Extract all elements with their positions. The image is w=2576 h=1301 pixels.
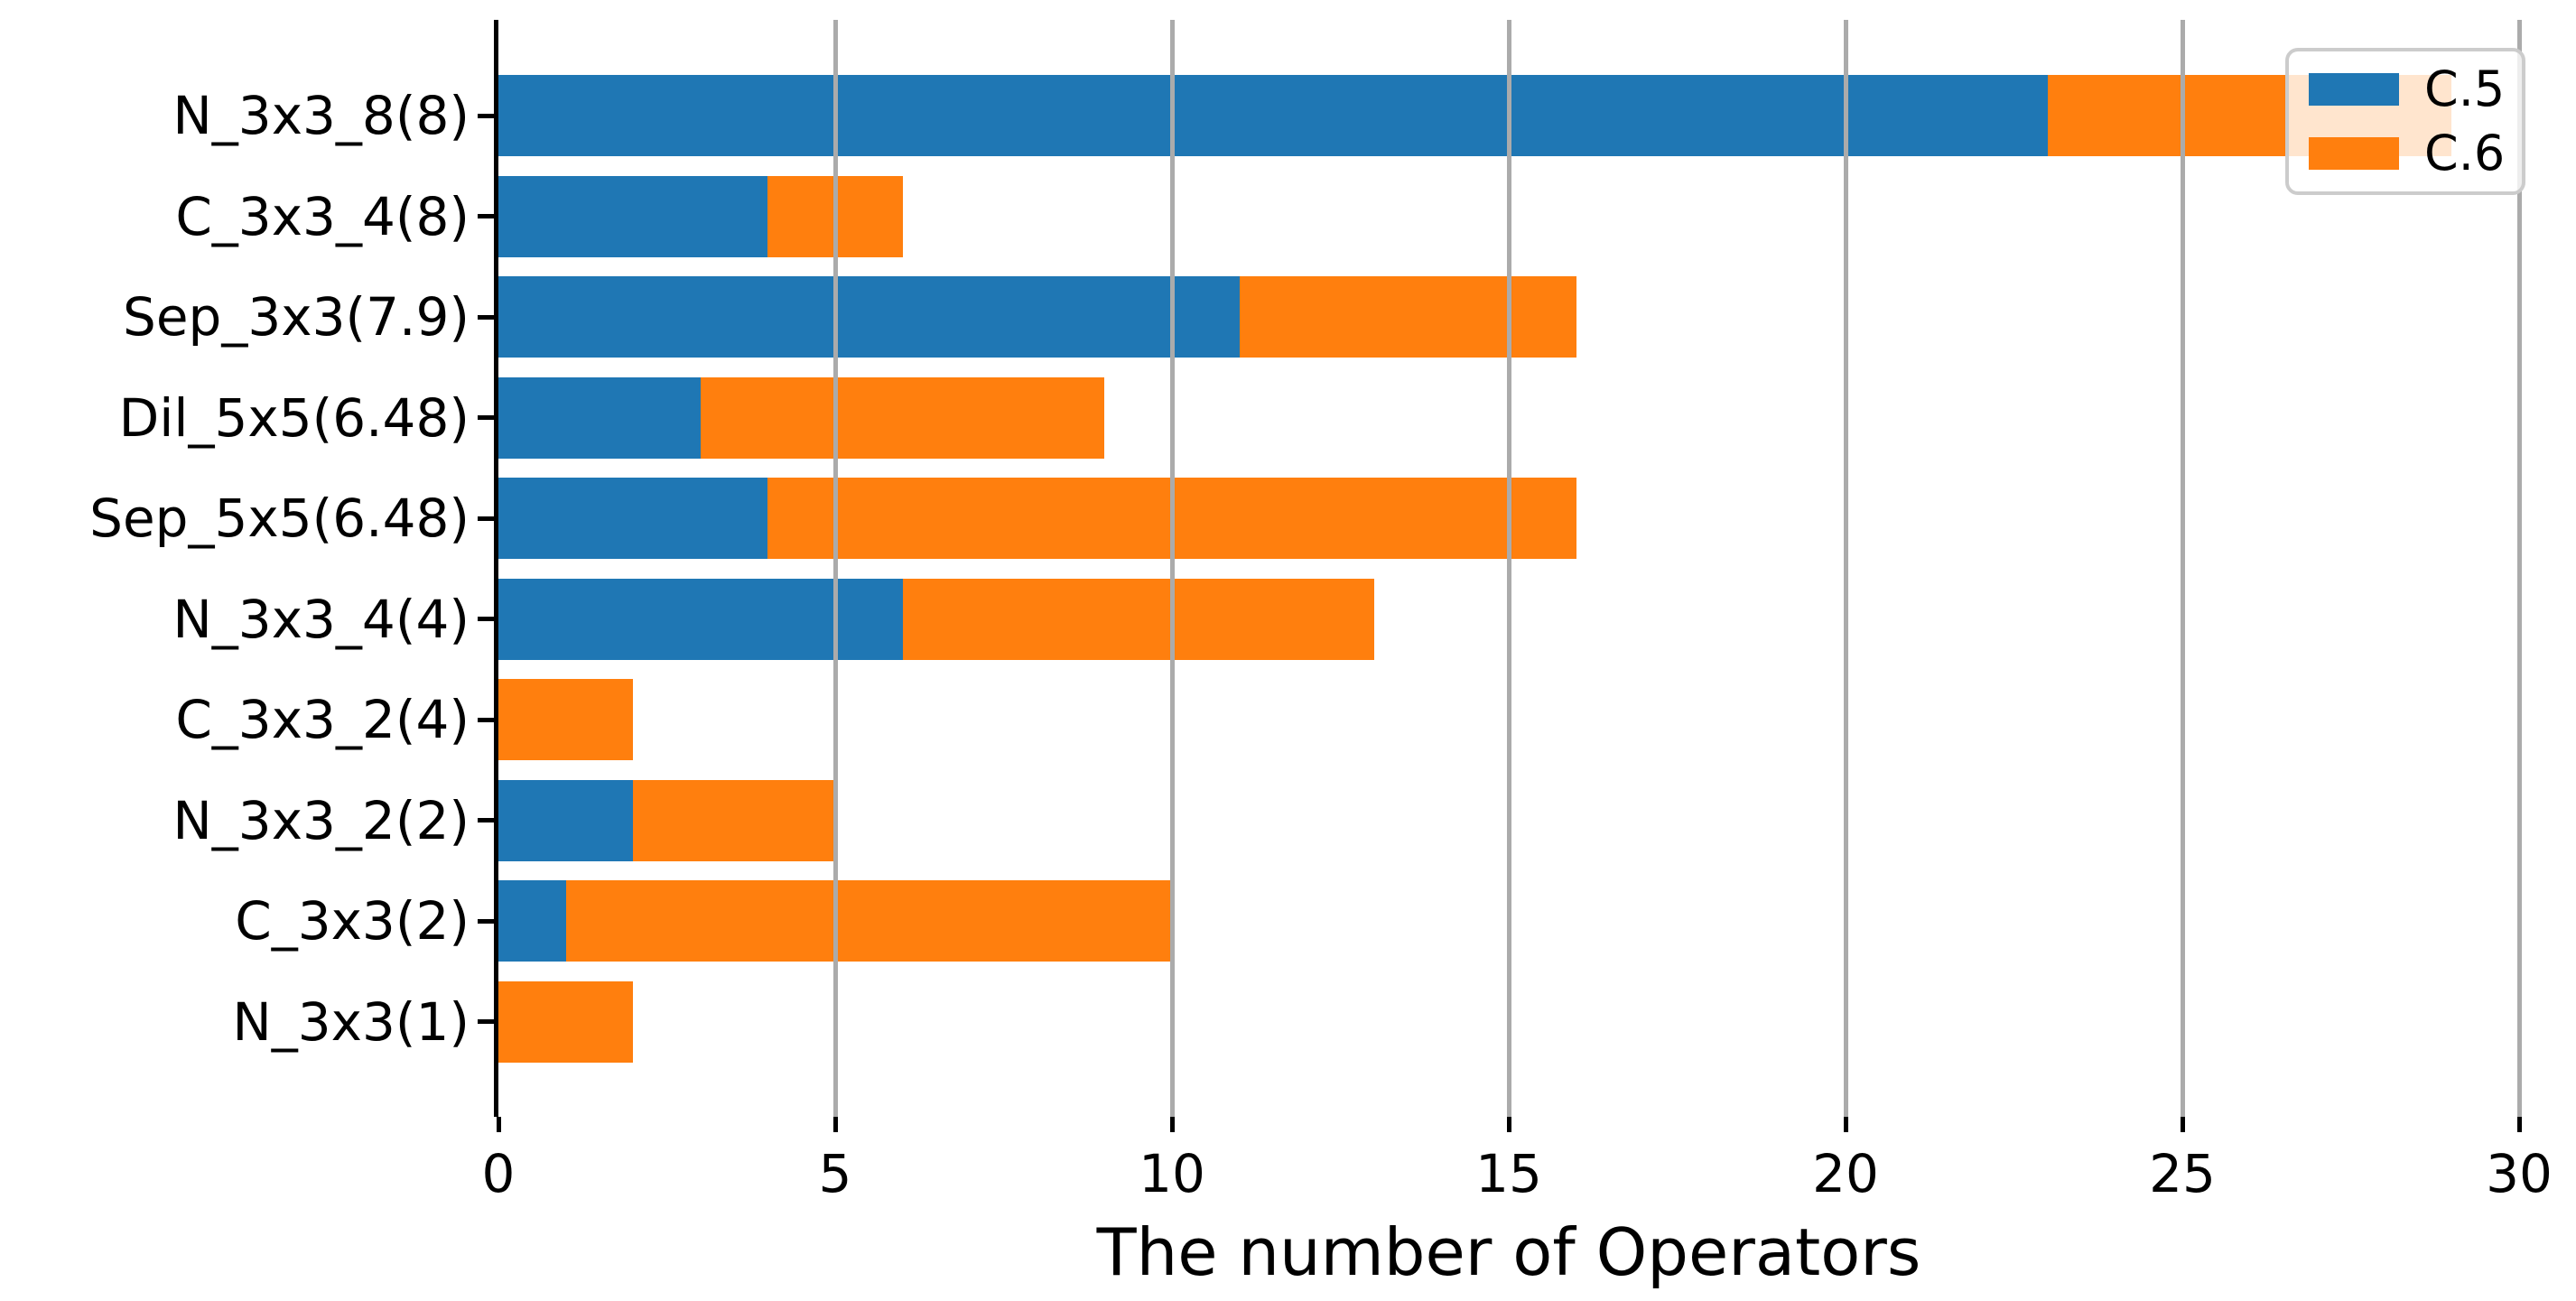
x-tick-label-5: 5 <box>818 1143 852 1204</box>
bar-c6-row6 <box>498 679 634 760</box>
x-tick-mark-30 <box>2516 1117 2522 1132</box>
y-tick-mark <box>478 617 494 621</box>
legend-item-c6: C.6 <box>2309 125 2506 182</box>
y-tick-label: N_3x3_4(4) <box>172 588 470 650</box>
gridline-10 <box>1169 20 1175 1117</box>
x-tick-mark-20 <box>1843 1117 1848 1132</box>
bar-c6-row8 <box>565 880 1172 962</box>
y-tick-mark <box>478 818 494 822</box>
bar-c5-row2 <box>498 276 1240 358</box>
y-tick-mark <box>478 113 494 118</box>
y-tick-mark <box>478 214 494 218</box>
y-tick-mark <box>478 1019 494 1024</box>
y-tick-label: N_3x3(1) <box>232 990 470 1053</box>
y-tick-mark <box>478 314 494 320</box>
legend-label: C.6 <box>2424 125 2506 182</box>
y-tick-label: N_3x3_8(8) <box>172 85 470 146</box>
legend-swatch-c6 <box>2309 137 2399 171</box>
y-tick-label: C_3x3_2(4) <box>175 689 470 750</box>
bar-c6-row2 <box>1239 276 1576 358</box>
y-tick-mark <box>478 415 494 420</box>
bar-c5-row3 <box>498 376 701 459</box>
x-tick-label-15: 15 <box>1475 1143 1542 1204</box>
y-tick-label: Dil_5x5(6.48) <box>118 386 470 449</box>
y-tick-label: C_3x3(2) <box>235 890 470 952</box>
x-tick-mark-25 <box>2180 1117 2185 1132</box>
bar-c5-row7 <box>498 779 634 861</box>
bar-c5-row5 <box>498 578 903 660</box>
x-tick-mark-15 <box>1506 1117 1511 1132</box>
y-axis-spine <box>494 20 498 1117</box>
y-tick-label: C_3x3_4(8) <box>175 185 470 247</box>
gridline-5 <box>832 20 838 1117</box>
gridline-30 <box>2516 20 2522 1117</box>
y-tick-mark <box>478 918 494 924</box>
x-tick-label-25: 25 <box>2149 1143 2216 1204</box>
legend-label: C.5 <box>2424 60 2506 117</box>
bar-c5-row0 <box>498 75 2048 156</box>
gridline-20 <box>1843 20 1848 1117</box>
bar-c6-row9 <box>498 980 634 1063</box>
x-tick-mark-10 <box>1169 1117 1175 1132</box>
bar-c5-row8 <box>498 880 566 962</box>
y-tick-label: N_3x3_2(2) <box>172 789 470 851</box>
legend-item-c5: C.5 <box>2309 60 2506 117</box>
y-tick-label: Sep_5x5(6.48) <box>89 488 470 549</box>
y-tick-mark <box>478 717 494 722</box>
y-tick-label: Sep_3x3(7.9) <box>123 286 470 348</box>
legend: C.5 C.6 <box>2285 48 2525 195</box>
x-tick-label-20: 20 <box>1812 1143 1879 1204</box>
x-axis-title: The number of Operators <box>1096 1214 1921 1290</box>
bar-c5-row4 <box>498 478 768 559</box>
bar-c6-row5 <box>902 578 1374 660</box>
x-tick-mark-5 <box>832 1117 838 1132</box>
y-tick-mark <box>478 516 494 521</box>
x-tick-label-10: 10 <box>1139 1143 1205 1204</box>
bar-c6-row3 <box>700 376 1105 459</box>
gridline-15 <box>1506 20 1511 1117</box>
bar-c6-row7 <box>633 779 835 861</box>
x-tick-label-30: 30 <box>2486 1143 2553 1204</box>
gridline-25 <box>2180 20 2185 1117</box>
x-tick-label-0: 0 <box>481 1143 516 1204</box>
bar-c5-row1 <box>498 175 768 257</box>
legend-swatch-c5 <box>2309 72 2399 106</box>
x-tick-mark-0 <box>496 1117 501 1132</box>
